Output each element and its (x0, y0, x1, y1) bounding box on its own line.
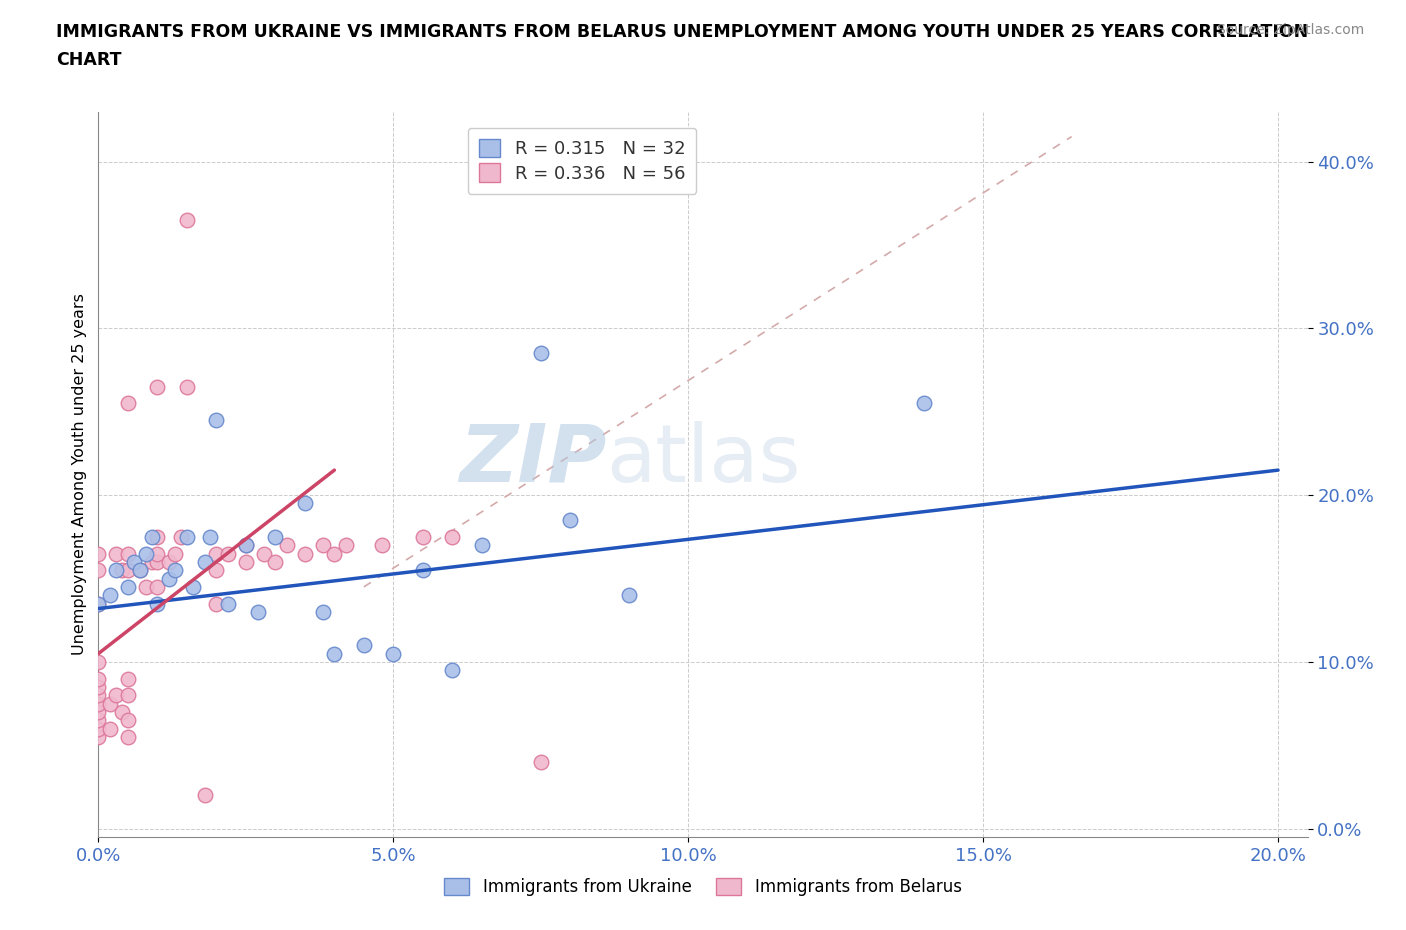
Point (205, 596, 228, 611)
Point (912, 396, 935, 411)
Point (311, 538, 333, 552)
Point (165, 563, 187, 578)
Point (87, 671, 110, 686)
Point (146, 379, 169, 394)
Point (157, 554, 180, 569)
Point (200, 529, 222, 544)
Point (176, 379, 198, 394)
Point (146, 546, 169, 561)
Point (165, 546, 187, 561)
Point (117, 546, 139, 561)
Point (382, 646, 405, 661)
Point (87, 688, 110, 703)
Point (205, 413, 228, 428)
Point (412, 529, 434, 544)
Point (311, 604, 333, 619)
Point (235, 554, 257, 569)
Point (111, 563, 134, 578)
Point (105, 688, 128, 703)
Legend: R = 0.315   N = 32, R = 0.336   N = 56: R = 0.315 N = 32, R = 0.336 N = 56 (468, 128, 696, 193)
Point (170, 529, 193, 544)
Point (252, 546, 274, 561)
Point (235, 538, 257, 552)
Text: CHART: CHART (56, 51, 122, 69)
Point (87, 655, 110, 670)
Point (264, 554, 287, 569)
Legend: Immigrants from Ukraine, Immigrants from Belarus: Immigrants from Ukraine, Immigrants from… (437, 871, 969, 903)
Point (117, 671, 139, 686)
Point (111, 705, 134, 720)
Point (441, 663, 464, 678)
Point (353, 638, 375, 653)
Point (105, 563, 128, 578)
Point (323, 546, 346, 561)
Point (335, 538, 357, 552)
Point (176, 213, 198, 228)
Point (370, 538, 392, 552)
Point (122, 554, 145, 569)
Point (146, 579, 169, 594)
Point (146, 529, 169, 544)
Point (530, 346, 553, 361)
Point (619, 588, 641, 603)
Point (264, 529, 287, 544)
Point (412, 563, 434, 578)
Point (157, 571, 180, 586)
Point (87, 563, 110, 578)
Point (205, 546, 228, 561)
Point (235, 538, 257, 552)
Point (117, 396, 139, 411)
Point (560, 512, 582, 527)
Point (141, 529, 163, 544)
Point (194, 788, 217, 803)
Point (128, 563, 150, 578)
Point (98, 721, 121, 736)
Point (217, 596, 239, 611)
Point (441, 529, 464, 544)
Point (98, 588, 121, 603)
Point (323, 646, 346, 661)
Point (117, 579, 139, 594)
Point (135, 579, 157, 594)
Point (146, 596, 169, 611)
Text: Source: ZipAtlas.com: Source: ZipAtlas.com (1216, 23, 1364, 37)
Point (471, 538, 494, 552)
Y-axis label: Unemployment Among Youth under 25 years: Unemployment Among Youth under 25 years (72, 293, 87, 656)
Point (205, 563, 228, 578)
Point (246, 604, 269, 619)
Point (87, 596, 110, 611)
Point (117, 729, 139, 744)
Point (294, 546, 316, 561)
Point (117, 712, 139, 727)
Point (87, 680, 110, 695)
Point (530, 754, 553, 769)
Point (217, 546, 239, 561)
Point (105, 546, 128, 561)
Point (128, 563, 150, 578)
Text: ZIP: ZIP (458, 420, 606, 498)
Point (87, 729, 110, 744)
Point (117, 563, 139, 578)
Point (87, 721, 110, 736)
Point (87, 705, 110, 720)
Point (117, 688, 139, 703)
Point (176, 529, 198, 544)
Text: atlas: atlas (606, 420, 800, 498)
Point (98, 697, 121, 711)
Point (87, 712, 110, 727)
Point (87, 546, 110, 561)
Point (141, 554, 163, 569)
Point (87, 697, 110, 711)
Point (181, 579, 204, 594)
Point (135, 546, 157, 561)
Point (87, 596, 110, 611)
Point (194, 554, 217, 569)
Text: IMMIGRANTS FROM UKRAINE VS IMMIGRANTS FROM BELARUS UNEMPLOYMENT AMONG YOUTH UNDE: IMMIGRANTS FROM UKRAINE VS IMMIGRANTS FR… (56, 23, 1309, 41)
Point (276, 538, 298, 552)
Point (294, 496, 316, 511)
Point (146, 554, 169, 569)
